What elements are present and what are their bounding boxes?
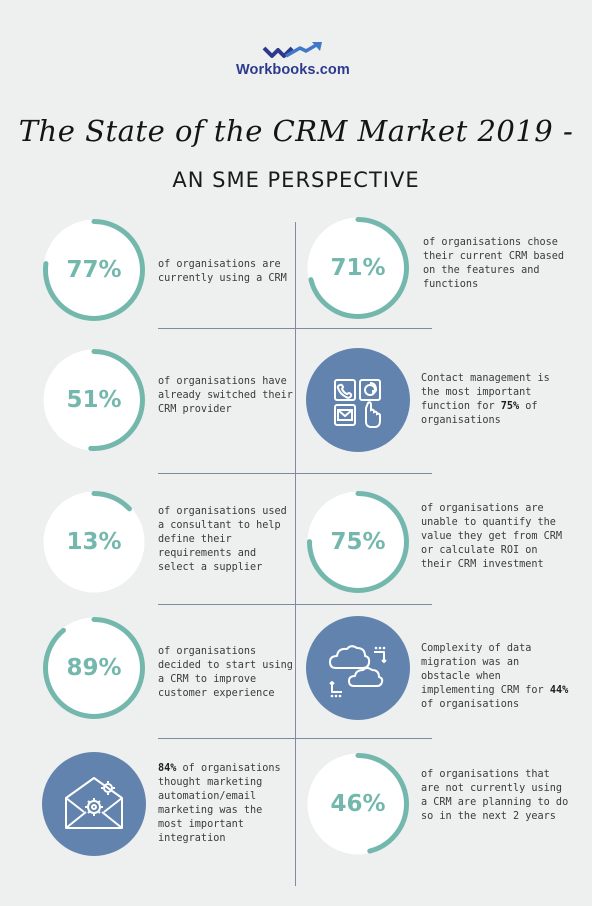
stat-text: of organisations are currently using a C… — [158, 259, 287, 284]
stat-text-post: of organisations thought marketing autom… — [158, 763, 281, 844]
stat-circle-75: 75% — [306, 490, 410, 594]
stat-text: Complexity of data migration was an obst… — [421, 642, 573, 712]
stat-text: of organisations that are not currently … — [421, 769, 569, 822]
workbooks-logo[interactable]: Workbooks.com — [236, 40, 361, 80]
row-divider — [158, 328, 432, 329]
stat-text: of organisations are unable to quantify … — [421, 503, 563, 570]
email-automation-icon — [42, 752, 146, 856]
progress-arc — [43, 219, 145, 321]
progress-ring — [43, 617, 145, 719]
ring-background — [307, 217, 409, 319]
stat-percentage: 71% — [330, 255, 386, 281]
progress-arc — [43, 491, 145, 593]
stat-percentage: 89% — [66, 655, 122, 681]
stat-percentage: 46% — [330, 791, 386, 817]
stat-text-bold: 84% — [158, 763, 177, 774]
stat-circle-77: 77% — [42, 218, 146, 322]
page-subtitle: AN SME PERSPECTIVE — [172, 168, 420, 192]
contact-methods-icon — [306, 348, 410, 452]
row-divider — [158, 738, 432, 739]
stat-percentage: 51% — [66, 387, 122, 413]
progress-ring — [43, 219, 145, 321]
progress-ring — [43, 349, 145, 451]
ring-background — [307, 491, 409, 593]
stat-circle-46: 46% — [306, 752, 410, 856]
stat-text: of organisations chose their current CRM… — [423, 237, 565, 290]
stat-text-pre: Contact management is the most important… — [421, 373, 550, 412]
stat-text: of organisations decided to start using … — [158, 646, 293, 699]
row-divider — [158, 473, 432, 474]
stat-circle-71: 71% — [306, 216, 410, 320]
page-title: The State of the CRM Market 2019 - — [18, 114, 574, 148]
stat-text-post: of organisations — [421, 699, 520, 710]
stat-text: 84% of organisations thought marketing a… — [158, 762, 288, 846]
stat-circle-51: 51% — [42, 348, 146, 452]
progress-arc — [307, 217, 409, 319]
logo-arrow-icon — [262, 42, 322, 58]
progress-arc — [43, 349, 145, 451]
stat-text: of organisations have already switched t… — [158, 376, 293, 415]
progress-ring — [307, 753, 409, 855]
row-divider — [158, 604, 432, 605]
stat-text-bold: 75% — [500, 401, 520, 412]
ring-background — [307, 753, 409, 855]
stat-circle-89: 89% — [42, 616, 146, 720]
stat-percentage: 13% — [66, 529, 122, 555]
stat-text-bold: 44% — [549, 685, 569, 696]
ring-background — [43, 617, 145, 719]
stat-text: Contact management is the most important… — [421, 372, 571, 428]
stat-percentage: 77% — [66, 257, 122, 283]
cloud-migration-icon — [306, 616, 410, 720]
ring-background — [43, 491, 145, 593]
stat-text-post: of organisations — [421, 401, 538, 426]
ring-background — [43, 219, 145, 321]
progress-arc — [43, 617, 145, 719]
progress-ring — [43, 491, 145, 593]
stat-percentage: 75% — [330, 529, 386, 555]
vertical-divider — [295, 222, 296, 886]
stat-text: of organisations used a consultant to he… — [158, 506, 287, 573]
progress-ring — [307, 491, 409, 593]
ring-background — [43, 349, 145, 451]
stat-circle-13: 13% — [42, 490, 146, 594]
progress-arc — [307, 753, 409, 855]
progress-ring — [307, 217, 409, 319]
progress-arc — [307, 491, 409, 593]
brand-name: Workbooks.com — [236, 62, 350, 78]
stat-text-pre: Complexity of data migration was an obst… — [421, 643, 550, 696]
